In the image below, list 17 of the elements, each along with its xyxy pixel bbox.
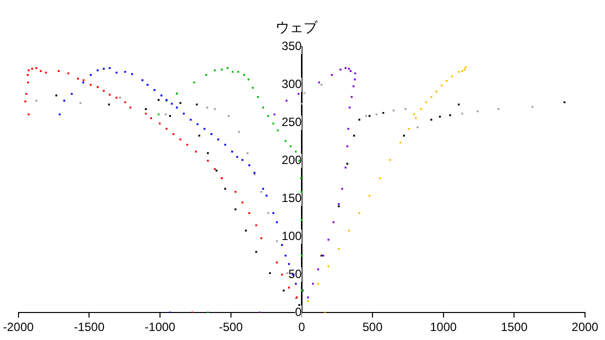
x-tick-label: -2000 [2, 320, 34, 334]
x-tick-label: 500 [362, 320, 383, 334]
y-tick-label: 0 [294, 304, 302, 319]
y-tick-label: 150 [282, 191, 302, 205]
x-tick-label: 2000 [572, 320, 599, 334]
x-tick-label: -1000 [144, 320, 176, 334]
y-tick-label: 100 [282, 228, 302, 243]
x-tick-label: -500 [218, 320, 244, 334]
y-tick-label: 300 [282, 77, 302, 92]
x-tick-label: 1000 [430, 320, 458, 334]
x-tick-label: -1500 [74, 320, 105, 334]
y-tick-label: 250 [282, 115, 302, 130]
x-tick-label: 1500 [500, 320, 528, 334]
y-tick-label: 50 [288, 266, 302, 281]
y-tick-label: 350 [282, 39, 302, 54]
chart-title: ウェブ [276, 20, 318, 36]
y-tick-label: 200 [282, 153, 302, 168]
